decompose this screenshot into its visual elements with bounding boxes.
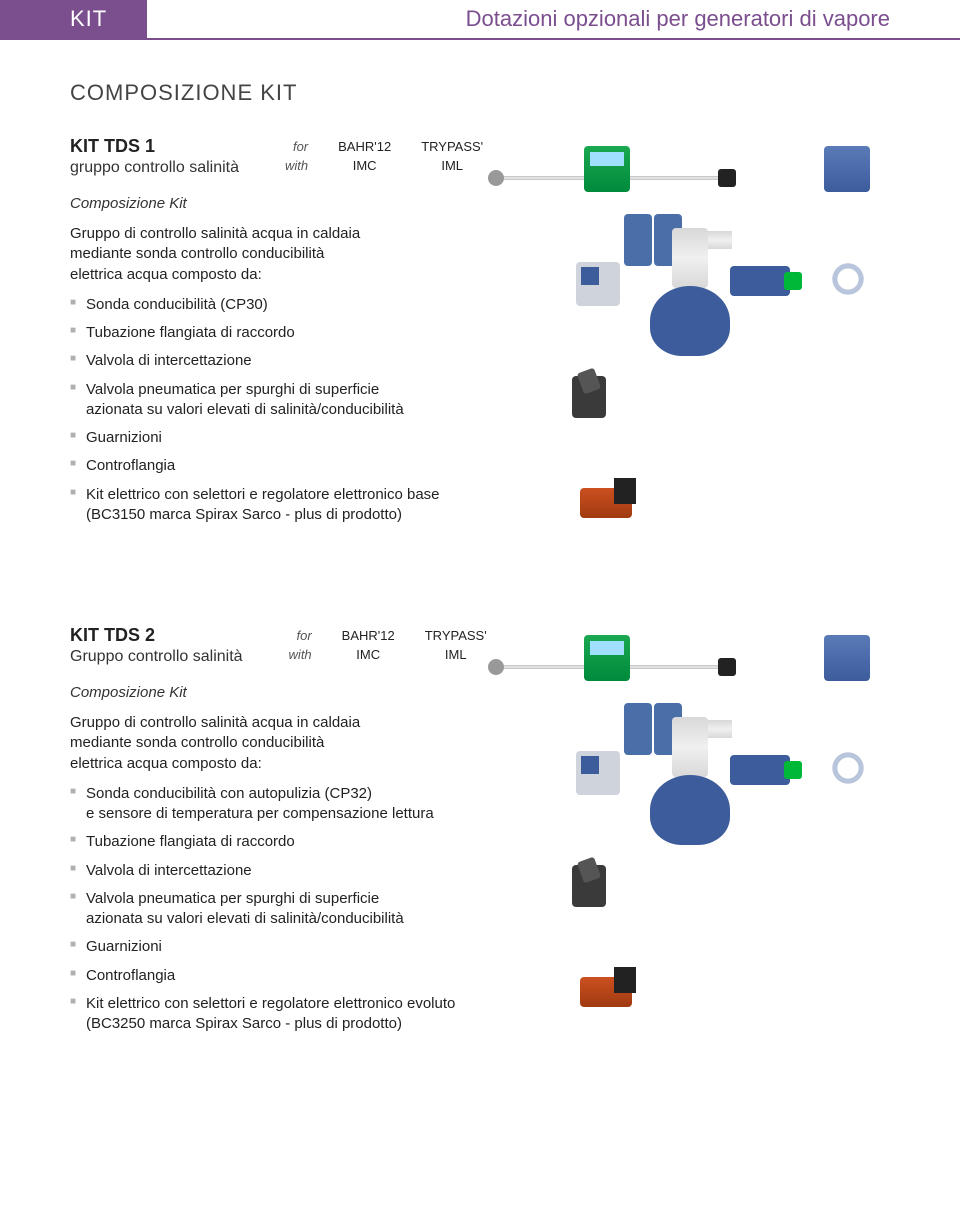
list-item: Kit elettrico con selettori e regolatore… xyxy=(70,994,590,1035)
list-item: Sonda conducibilità (CP30) xyxy=(70,295,590,315)
kit-2-desc: Gruppo di controllo salinità acqua in ca… xyxy=(70,713,590,774)
for-col1-bot: IMC xyxy=(324,157,405,174)
flange-icon xyxy=(624,703,652,755)
list-item: Tubazione flangiata di raccordo xyxy=(70,832,590,852)
for-label: for xyxy=(271,138,322,155)
with-label: with xyxy=(271,157,322,174)
kit-1-text: KIT TDS 1 gruppo controllo salinità for … xyxy=(70,136,590,525)
kit-2-items: Sonda conducibilità con autopulizia (CP3… xyxy=(70,784,590,1035)
board-icon xyxy=(576,751,620,795)
header-kit-label: KIT xyxy=(0,0,147,40)
kit-2-text: KIT TDS 2 Gruppo controllo salinità for … xyxy=(70,625,590,1034)
list-item: Guarnizioni xyxy=(70,937,590,957)
kit-2-desc-l1: Gruppo di controllo salinità acqua in ca… xyxy=(70,714,360,731)
actuator-icon xyxy=(730,755,790,785)
list-item: Kit elettrico con selettori e regolatore… xyxy=(70,485,590,526)
kit-2-desc-l3: elettrica acqua composto da: xyxy=(70,755,262,772)
kit-1-desc: Gruppo di controllo salinità acqua in ca… xyxy=(70,224,590,285)
kit-2-block: KIT TDS 2 Gruppo controllo salinità for … xyxy=(70,625,960,1034)
kit-1-subtitle: gruppo controllo salinità xyxy=(70,159,239,177)
flange-icon xyxy=(624,214,652,266)
kit-1-name: KIT TDS 1 xyxy=(70,136,239,157)
kit-1-comp-label: Composizione Kit xyxy=(70,195,590,212)
valve-assembly-icon xyxy=(610,166,810,426)
kit-2-subtitle: Gruppo controllo salinità xyxy=(70,648,243,666)
section-title: COMPOSIZIONE KIT xyxy=(70,80,960,106)
kit-1-desc-l1: Gruppo di controllo salinità acqua in ca… xyxy=(70,225,360,242)
valve-assembly-icon xyxy=(610,655,810,915)
for-col1-bot: IMC xyxy=(328,646,409,663)
solenoid-icon xyxy=(580,977,632,1007)
kit-1-desc-l2: mediante sonda controllo conducibilità xyxy=(70,245,324,262)
kit-2-desc-l2: mediante sonda controllo conducibilità xyxy=(70,734,324,751)
bonnet-icon xyxy=(672,717,708,777)
list-item: Valvola pneumatica per spurghi di superf… xyxy=(70,889,590,930)
kit-1-for-table: for BAHR'12 TRYPASS' with IMC IML xyxy=(269,136,499,176)
for-col1-top: BAHR'12 xyxy=(324,138,405,155)
kit-2-name: KIT TDS 2 xyxy=(70,625,243,646)
actuator-icon xyxy=(730,266,790,296)
for-col2-bot: IML xyxy=(411,646,501,663)
valve-body-icon xyxy=(650,286,730,356)
with-label: with xyxy=(275,646,326,663)
kit-1-items: Sonda conducibilità (CP30) Tubazione fla… xyxy=(70,295,590,525)
valve-body-icon xyxy=(650,775,730,845)
kit-1-block: KIT TDS 1 gruppo controllo salinità for … xyxy=(70,136,960,525)
list-item: Valvola pneumatica per spurghi di superf… xyxy=(70,380,590,421)
for-col2-bot: IML xyxy=(407,157,497,174)
list-item: Sonda conducibilità con autopulizia (CP3… xyxy=(70,784,590,825)
switch-icon xyxy=(572,865,606,907)
kit-2-illustration xyxy=(590,625,930,1034)
for-col2-top: TRYPASS' xyxy=(411,627,501,644)
header-subtitle: Dotazioni opzionali per generatori di va… xyxy=(147,0,960,40)
controller-blue-icon xyxy=(824,635,870,681)
board-icon xyxy=(576,262,620,306)
solenoid-icon xyxy=(580,488,632,518)
controller-green-icon xyxy=(584,146,630,192)
controller-green-icon xyxy=(584,635,630,681)
switch-icon xyxy=(572,376,606,418)
controller-blue-icon xyxy=(824,146,870,192)
kit-2-comp-label: Composizione Kit xyxy=(70,684,590,701)
list-item: Guarnizioni xyxy=(70,428,590,448)
for-col2-top: TRYPASS' xyxy=(407,138,497,155)
kit-1-illustration xyxy=(590,136,930,525)
list-item: Tubazione flangiata di raccordo xyxy=(70,323,590,343)
header-bar: KIT Dotazioni opzionali per generatori d… xyxy=(0,0,960,40)
gasket-icon xyxy=(830,261,866,297)
for-label: for xyxy=(275,627,326,644)
list-item: Controflangia xyxy=(70,456,590,476)
list-item: Valvola di intercettazione xyxy=(70,861,590,881)
bonnet-icon xyxy=(672,228,708,288)
list-item: Controflangia xyxy=(70,966,590,986)
for-col1-top: BAHR'12 xyxy=(328,627,409,644)
list-item: Valvola di intercettazione xyxy=(70,351,590,371)
kit-2-for-table: for BAHR'12 TRYPASS' with IMC IML xyxy=(273,625,503,665)
kit-1-desc-l3: elettrica acqua composto da: xyxy=(70,266,262,283)
gasket-icon xyxy=(830,750,866,786)
